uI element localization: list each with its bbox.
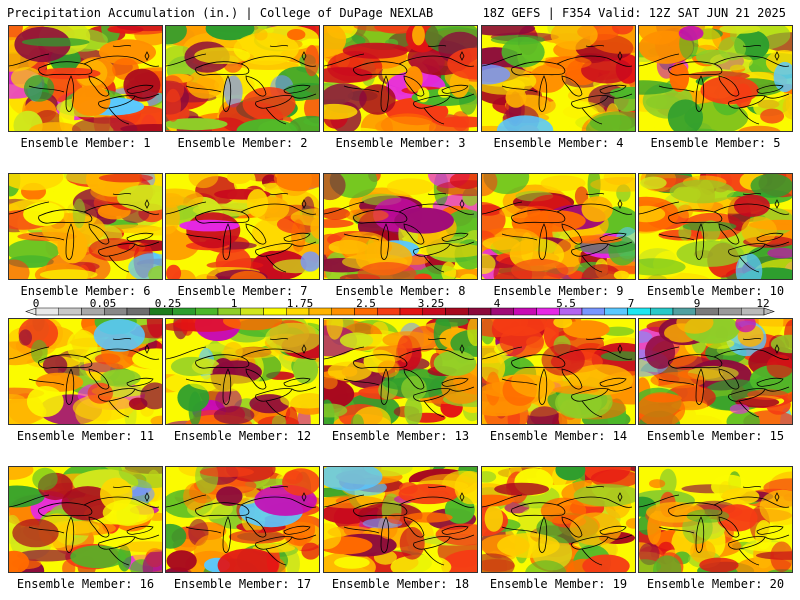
colorbar-segment: [217, 307, 241, 316]
ensemble-member-map: [323, 318, 478, 425]
colorbar-segment: [377, 307, 401, 316]
ensemble-member-map: [481, 318, 636, 425]
colorbar-segment: [468, 307, 492, 316]
ensemble-member-label: Ensemble Member: 8: [335, 284, 466, 298]
colorbar-segment: [240, 307, 264, 316]
precipitation-colorbar: [25, 307, 775, 316]
ensemble-member-map: [165, 318, 320, 425]
ensemble-member-map: [638, 25, 793, 132]
colorbar-segment: [195, 307, 219, 316]
colorbar-segment: [604, 307, 628, 316]
colorbar-tick-label: 5.5: [556, 297, 576, 310]
precipitation-field: [166, 467, 319, 572]
colorbar-segment: [581, 307, 605, 316]
ensemble-member-label: Ensemble Member: 11: [16, 429, 155, 443]
precipitation-field: [639, 319, 792, 424]
ensemble-member-map: [8, 318, 163, 425]
ensemble-member-map: [481, 466, 636, 573]
colorbar-tick-label: 1.75: [286, 297, 314, 310]
ensemble-member-label: Ensemble Member: 9: [493, 284, 624, 298]
ensemble-member-map: [165, 173, 320, 280]
colorbar-tick-label: 0.05: [89, 297, 117, 310]
colorbar-segment: [672, 307, 696, 316]
ensemble-member-map: [323, 466, 478, 573]
precipitation-field: [324, 319, 477, 424]
ensemble-member-map: [481, 25, 636, 132]
ensemble-member-label: Ensemble Member: 15: [646, 429, 785, 443]
colorbar-max-arrow: [763, 307, 775, 316]
colorbar-tick-label: 3.25: [417, 297, 445, 310]
ensemble-member-map: [638, 318, 793, 425]
colorbar-tick-label: 0.25: [154, 297, 182, 310]
colorbar-segment: [35, 307, 59, 316]
ensemble-member-label: Ensemble Member: 2: [177, 136, 308, 150]
colorbar-tick-label: 12: [756, 297, 770, 310]
colorbar-segment: [126, 307, 150, 316]
precipitation-field: [482, 467, 635, 572]
colorbar-tick-label: 2.5: [356, 297, 376, 310]
model-run-info: 18Z GEFS | F354 Valid: 12Z SAT JUN 21 20…: [482, 6, 786, 20]
colorbar-tick-label: 7: [627, 297, 635, 310]
precipitation-field: [324, 26, 477, 131]
colorbar-tick-label: 1: [230, 297, 238, 310]
colorbar-segment: [58, 307, 82, 316]
ensemble-member-label: Ensemble Member: 19: [489, 577, 628, 591]
colorbar-segment: [263, 307, 287, 316]
precipitation-field: [482, 174, 635, 279]
ensemble-member-label: Ensemble Member: 4: [493, 136, 624, 150]
ensemble-member-label: Ensemble Member: 16: [16, 577, 155, 591]
ensemble-member-map: [8, 466, 163, 573]
ensemble-member-label: Ensemble Member: 18: [331, 577, 470, 591]
ensemble-member-label: Ensemble Member: 13: [331, 429, 470, 443]
ensemble-member-label: Ensemble Member: 20: [646, 577, 785, 591]
precipitation-field: [166, 174, 319, 279]
colorbar-tick-label: 4: [493, 297, 501, 310]
precipitation-field: [166, 26, 319, 131]
precipitation-field: [324, 467, 477, 572]
colorbar-segment: [331, 307, 355, 316]
colorbar-tick-label: 0: [32, 297, 40, 310]
ensemble-member-map: [8, 25, 163, 132]
precipitation-field: [9, 319, 162, 424]
ensemble-member-label: Ensemble Member: 17: [173, 577, 312, 591]
ensemble-member-map: [165, 466, 320, 573]
precipitation-field: [639, 26, 792, 131]
colorbar-tick-label: 9: [693, 297, 701, 310]
ensemble-member-label: Ensemble Member: 10: [646, 284, 785, 298]
colorbar-segment: [650, 307, 674, 316]
ensemble-member-map: [638, 466, 793, 573]
precipitation-field: [482, 26, 635, 131]
ensemble-member-map: [8, 173, 163, 280]
precipitation-field: [166, 319, 319, 424]
ensemble-member-label: Ensemble Member: 5: [650, 136, 781, 150]
ensemble-member-label: Ensemble Member: 6: [20, 284, 151, 298]
colorbar-segment: [445, 307, 469, 316]
ensemble-member-map: [638, 173, 793, 280]
ensemble-member-map: [323, 25, 478, 132]
map-title: Precipitation Accumulation (in.) | Colle…: [7, 6, 434, 20]
ensemble-member-map: [165, 25, 320, 132]
precipitation-field: [9, 174, 162, 279]
ensemble-member-label: Ensemble Member: 14: [489, 429, 628, 443]
precipitation-field: [324, 174, 477, 279]
colorbar-segment: [513, 307, 537, 316]
precipitation-field: [9, 467, 162, 572]
ensemble-member-label: Ensemble Member: 1: [20, 136, 151, 150]
ensemble-member-label: Ensemble Member: 3: [335, 136, 466, 150]
precipitation-field: [639, 174, 792, 279]
colorbar-segment: [718, 307, 742, 316]
precipitation-field: [639, 467, 792, 572]
precipitation-field: [482, 319, 635, 424]
ensemble-member-map: [481, 173, 636, 280]
ensemble-member-map: [323, 173, 478, 280]
ensemble-member-label: Ensemble Member: 12: [173, 429, 312, 443]
ensemble-member-label: Ensemble Member: 7: [177, 284, 308, 298]
precipitation-field: [9, 26, 162, 131]
